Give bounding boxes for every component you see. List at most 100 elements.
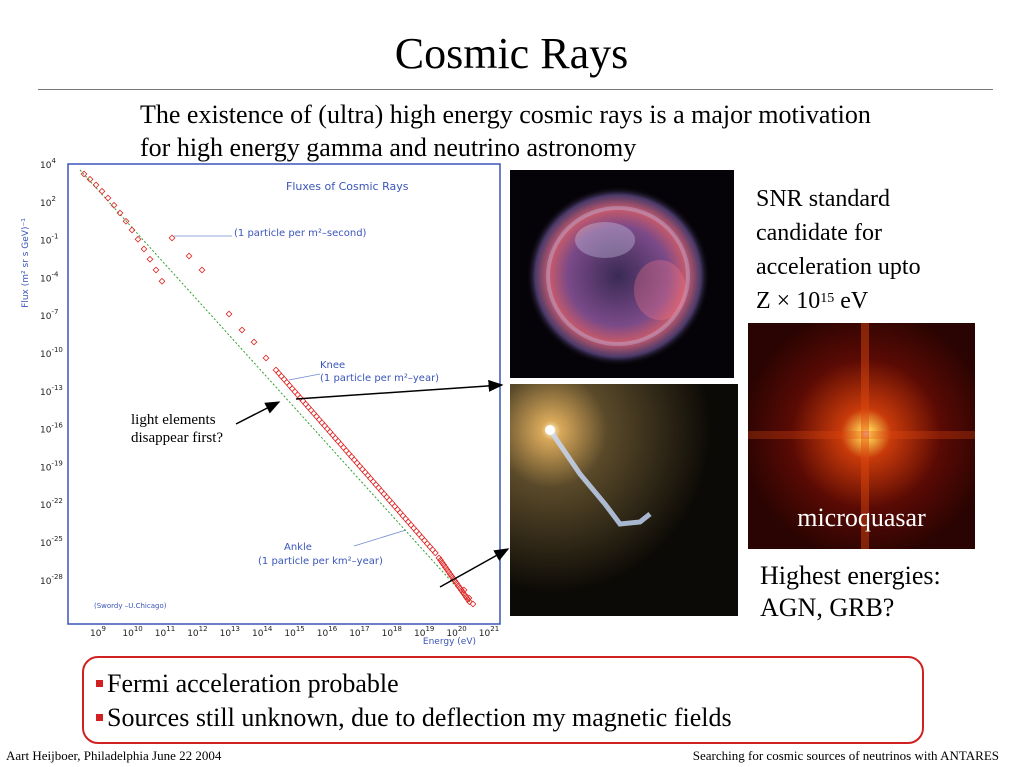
y-tick-labels: 104 102 10-1 10-4 10-7 10-10 10-13 10-16 10-19 10… <box>40 158 63 587</box>
he-line-2: AGN, GRB? <box>760 593 895 622</box>
snr-line-1: SNR standard <box>756 186 890 212</box>
flux-point <box>465 594 473 602</box>
flux-point <box>404 518 412 526</box>
flux-point <box>318 419 326 427</box>
flux-point <box>383 493 391 501</box>
flux-point <box>296 394 304 402</box>
x-tick-label: 1021 <box>479 625 499 639</box>
flux-point <box>104 194 112 202</box>
flux-point <box>353 459 361 467</box>
footer-author: Aart Heijboer, Philadelphia June 22 2004 <box>6 748 222 763</box>
flux-point <box>426 543 434 551</box>
flux-point <box>410 524 418 532</box>
y-tick-label: 10-7 <box>40 308 58 322</box>
flux-point <box>98 187 106 195</box>
bullet-item: Fermi acceleration probable <box>96 669 399 699</box>
flux-point <box>168 234 176 242</box>
snr-line-3: acceleration upto <box>756 254 921 280</box>
flux-point <box>185 252 193 260</box>
flux-point <box>329 431 337 439</box>
bullet-item: Sources still unknown, due to deflection… <box>96 703 732 733</box>
flux-point <box>110 201 118 209</box>
y-tick-label: 10-1 <box>40 233 58 247</box>
flux-point <box>469 600 477 608</box>
snr-line-4: Z × 1015 eV <box>756 288 869 314</box>
x-tick-label: 1010 <box>122 625 142 639</box>
agn-image <box>510 384 738 616</box>
ann-second-label: (1 particle per m²–second) <box>234 228 367 239</box>
flux-point <box>225 310 233 318</box>
flux-point <box>350 456 358 464</box>
flux-point <box>286 382 293 389</box>
light-line-1: light elements <box>131 412 216 428</box>
flux-point <box>388 499 396 507</box>
highest-energies-text: Highest energies: AGN, GRB? <box>760 560 1000 624</box>
bullet-marker-icon <box>96 713 103 721</box>
flux-point <box>198 266 206 274</box>
flux-point <box>429 546 436 554</box>
flux-point <box>307 406 315 414</box>
flux-point <box>345 450 353 458</box>
flux-point <box>386 496 393 504</box>
flux-point <box>313 413 320 420</box>
flux-point <box>396 509 404 516</box>
microquasar-label: microquasar <box>797 503 926 532</box>
flux-point <box>128 226 136 234</box>
knee-label: Knee <box>320 360 345 371</box>
x-tick-label: 1013 <box>220 625 240 639</box>
flux-point <box>348 453 355 461</box>
flux-point <box>92 181 100 189</box>
x-tick-label: 1015 <box>284 625 304 639</box>
flux-point <box>380 490 388 498</box>
flux-point <box>460 586 468 594</box>
flux-point <box>359 465 366 473</box>
flux-point <box>340 444 347 451</box>
x-tick-label: 1019 <box>414 625 434 639</box>
plot-title: Fluxes of Cosmic Rays <box>286 180 409 193</box>
flux-point <box>337 441 345 448</box>
x-tick-label: 1020 <box>446 625 466 639</box>
x-tick-label: 109 <box>90 625 106 639</box>
flux-point <box>80 170 88 178</box>
flux-point <box>158 277 166 285</box>
x-tick-label: 1018 <box>382 625 402 639</box>
flux-point <box>461 591 468 599</box>
flux-point <box>283 379 291 386</box>
ankle-label: Ankle <box>284 542 312 553</box>
x-tick-label: 1012 <box>187 625 207 639</box>
flux-point <box>423 540 431 547</box>
snr-line-2: candidate for <box>756 220 882 246</box>
flux-point <box>299 397 307 405</box>
flux-point <box>116 209 124 217</box>
ankle-pointer <box>353 529 407 547</box>
x-axis-label: Energy (eV) <box>423 637 476 647</box>
ann-km-label: (1 particle per km²–year) <box>258 556 383 567</box>
y-tick-label: 104 <box>40 158 56 171</box>
flux-point <box>291 388 299 396</box>
plot-credit: (Swordy –U.Chicago) <box>94 602 167 610</box>
microquasar-image <box>748 323 975 549</box>
flux-point <box>321 422 328 430</box>
flux-point <box>391 503 399 510</box>
flux-point <box>326 428 334 436</box>
flux-point <box>394 506 401 513</box>
flux-point <box>377 487 385 495</box>
flux-point <box>367 475 374 482</box>
title-rule <box>38 89 993 90</box>
bullet-marker-icon <box>96 679 103 687</box>
flux-point <box>272 366 280 374</box>
flux-point <box>280 375 288 383</box>
y-tick-label: 10-10 <box>40 346 63 360</box>
intro-text: The existence of (ultra) high energy cos… <box>140 100 871 162</box>
y-tick-label: 10-19 <box>40 459 63 473</box>
fit-line <box>79 169 471 603</box>
flux-point <box>369 478 377 485</box>
y-axis-label: Flux (m² sr s GeV)⁻¹ <box>21 218 31 308</box>
flux-point <box>332 434 339 442</box>
x-tick-label: 1017 <box>349 625 369 639</box>
y-tick-label: 10-13 <box>40 384 63 398</box>
flux-point <box>310 410 318 417</box>
cosmic-ray-flux-plot: Fluxes of Cosmic Rays Flux (m² sr s GeV)… <box>21 158 501 647</box>
flux-point <box>305 403 312 411</box>
flux-point <box>361 468 369 476</box>
